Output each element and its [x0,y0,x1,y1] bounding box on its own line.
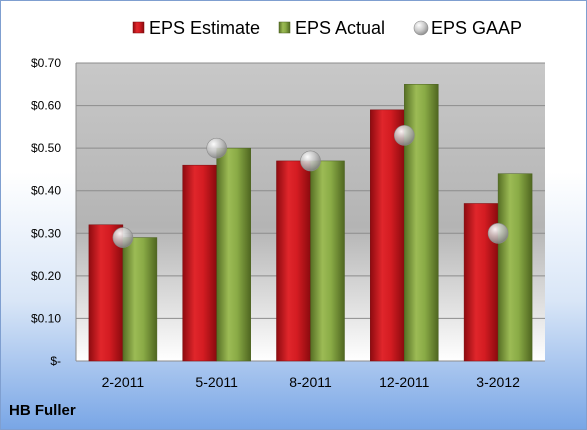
y-tick-label: $0.60 [31,99,61,113]
x-category-label: 2-2011 [102,374,145,390]
x-category-label: 8-2011 [289,374,332,390]
y-tick-label: $- [50,354,61,368]
y-tick-label: $0.30 [31,226,61,240]
bars [88,84,533,362]
y-tick-label: $0.50 [31,141,61,155]
legend-swatch [278,21,291,34]
legend-label: EPS GAAP [431,18,522,38]
bar-eps-actual [216,147,251,362]
gaap-markers [112,125,509,248]
gaap-marker [487,222,509,244]
gaap-marker [112,227,134,248]
x-category-label: 3-2012 [476,374,520,390]
y-axis-ticks: $- $0.10 $0.20 $0.30 $0.40 $0.50 $0.60 $0.70 [31,56,61,368]
company-label: HB Fuller [9,402,76,419]
legend-swatch [413,20,429,36]
bar-eps-estimate [182,164,217,362]
legend-label: EPS Estimate [149,18,260,38]
bar-eps-estimate [88,224,124,362]
bar-eps-estimate [276,160,311,362]
x-axis-categories: 2-2011 5-2011 8-2011 12-2011 3-2012 [102,374,520,390]
y-tick-label: $0.20 [31,269,61,283]
gaap-marker [393,125,415,146]
bar-eps-actual [497,173,533,362]
bar-eps-actual [310,160,345,362]
gaap-marker [206,137,227,159]
gaap-marker [300,150,321,172]
legend-label: EPS Actual [295,18,385,38]
x-category-label: 12-2011 [379,374,430,390]
bar-eps-estimate [370,109,405,362]
y-tick-label: $0.10 [31,311,61,325]
bar-eps-actual [122,237,158,362]
legend: EPS Estimate EPS Actual EPS GAAP [132,18,522,38]
legend-swatch [132,21,145,34]
y-tick-label: $0.70 [31,56,61,70]
bar-eps-actual [404,84,439,362]
x-category-label: 5-2011 [195,374,238,390]
y-tick-label: $0.40 [31,184,61,198]
